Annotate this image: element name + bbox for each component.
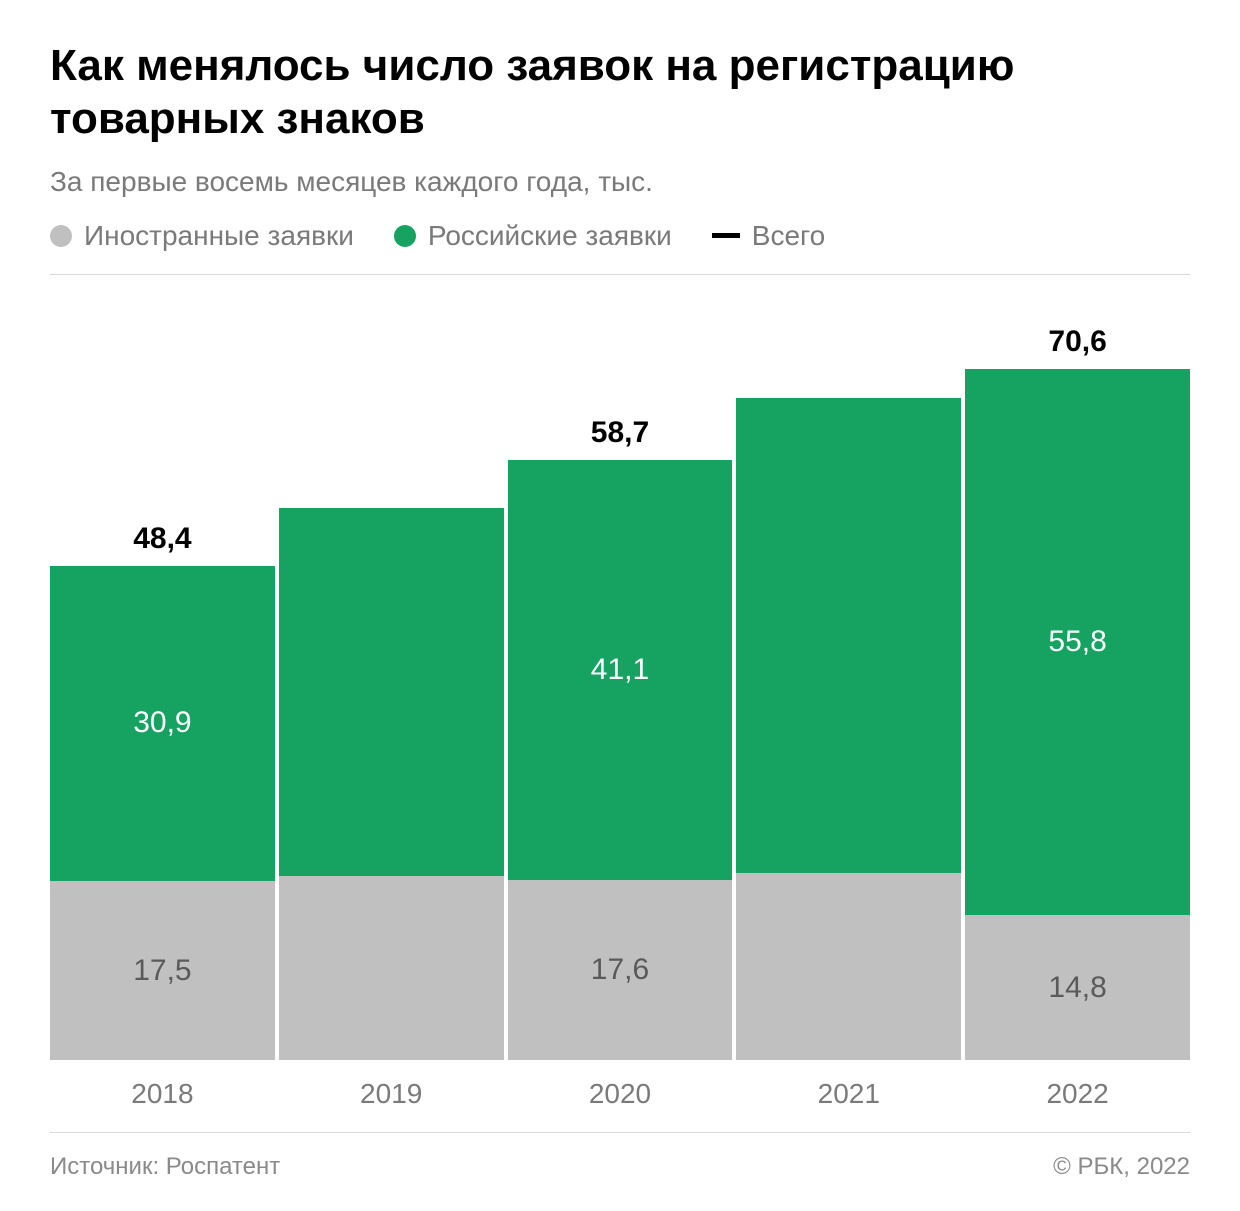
legend: Иностранные заявки Российские заявки Все… [50, 220, 1190, 275]
legend-dot-foreign-icon [50, 225, 72, 247]
bar-segment-russian: 30,9 [50, 566, 275, 882]
bar-segment-russian [736, 398, 961, 873]
legend-item-foreign: Иностранные заявки [50, 220, 354, 252]
total-value-label [279, 464, 504, 500]
bar-segment-foreign: 14,8 [965, 915, 1190, 1060]
bar-column: 70,6 55,814,8 [965, 325, 1190, 1060]
stacked-bar-chart: 48,4 30,917,5 58,7 41,117,6 70,6 55,814,8 [50, 285, 1190, 1060]
x-tick-label: 2022 [965, 1078, 1190, 1110]
chart-footer: Источник: Роспатент © РБК, 2022 [50, 1153, 1190, 1181]
legend-item-russian: Российские заявки [394, 220, 672, 252]
bar-segment-foreign: 17,5 [50, 881, 275, 1060]
bar-segment-russian: 55,8 [965, 369, 1190, 915]
bar-segment-russian [279, 508, 504, 876]
legend-dash-total-icon [712, 233, 740, 238]
bar-segment-foreign [736, 873, 961, 1060]
legend-item-total: Всего [712, 220, 825, 252]
x-tick-label: 2021 [736, 1078, 961, 1110]
bar-column [736, 325, 961, 1060]
bar-column: 48,4 30,917,5 [50, 325, 275, 1060]
chart-title: Как менялось число заявок на регистрацию… [50, 40, 1190, 146]
source-text: Источник: Роспатент [50, 1153, 280, 1181]
chart-subtitle: За первые восемь месяцев каждого года, т… [50, 166, 1190, 198]
total-value-label [736, 354, 961, 390]
bar-column: 58,7 41,117,6 [508, 325, 733, 1060]
total-value-label: 48,4 [50, 522, 275, 558]
bar-column [279, 325, 504, 1060]
bar-segment-russian: 41,1 [508, 460, 733, 880]
bar-segment-foreign: 17,6 [508, 880, 733, 1060]
x-axis: 20182019202020212022 [50, 1078, 1190, 1133]
chart-area: 48,4 30,917,5 58,7 41,117,6 70,6 55,814,8 201… [50, 285, 1190, 1133]
bar-segment-foreign [279, 876, 504, 1060]
legend-label-russian: Российские заявки [428, 220, 672, 252]
legend-label-foreign: Иностранные заявки [84, 220, 354, 252]
legend-label-total: Всего [752, 220, 825, 252]
total-value-label: 70,6 [965, 325, 1190, 361]
x-tick-label: 2020 [508, 1078, 733, 1110]
legend-dot-russian-icon [394, 225, 416, 247]
x-tick-label: 2019 [279, 1078, 504, 1110]
x-tick-label: 2018 [50, 1078, 275, 1110]
total-value-label: 58,7 [508, 416, 733, 452]
credit-text: © РБК, 2022 [1053, 1153, 1190, 1181]
